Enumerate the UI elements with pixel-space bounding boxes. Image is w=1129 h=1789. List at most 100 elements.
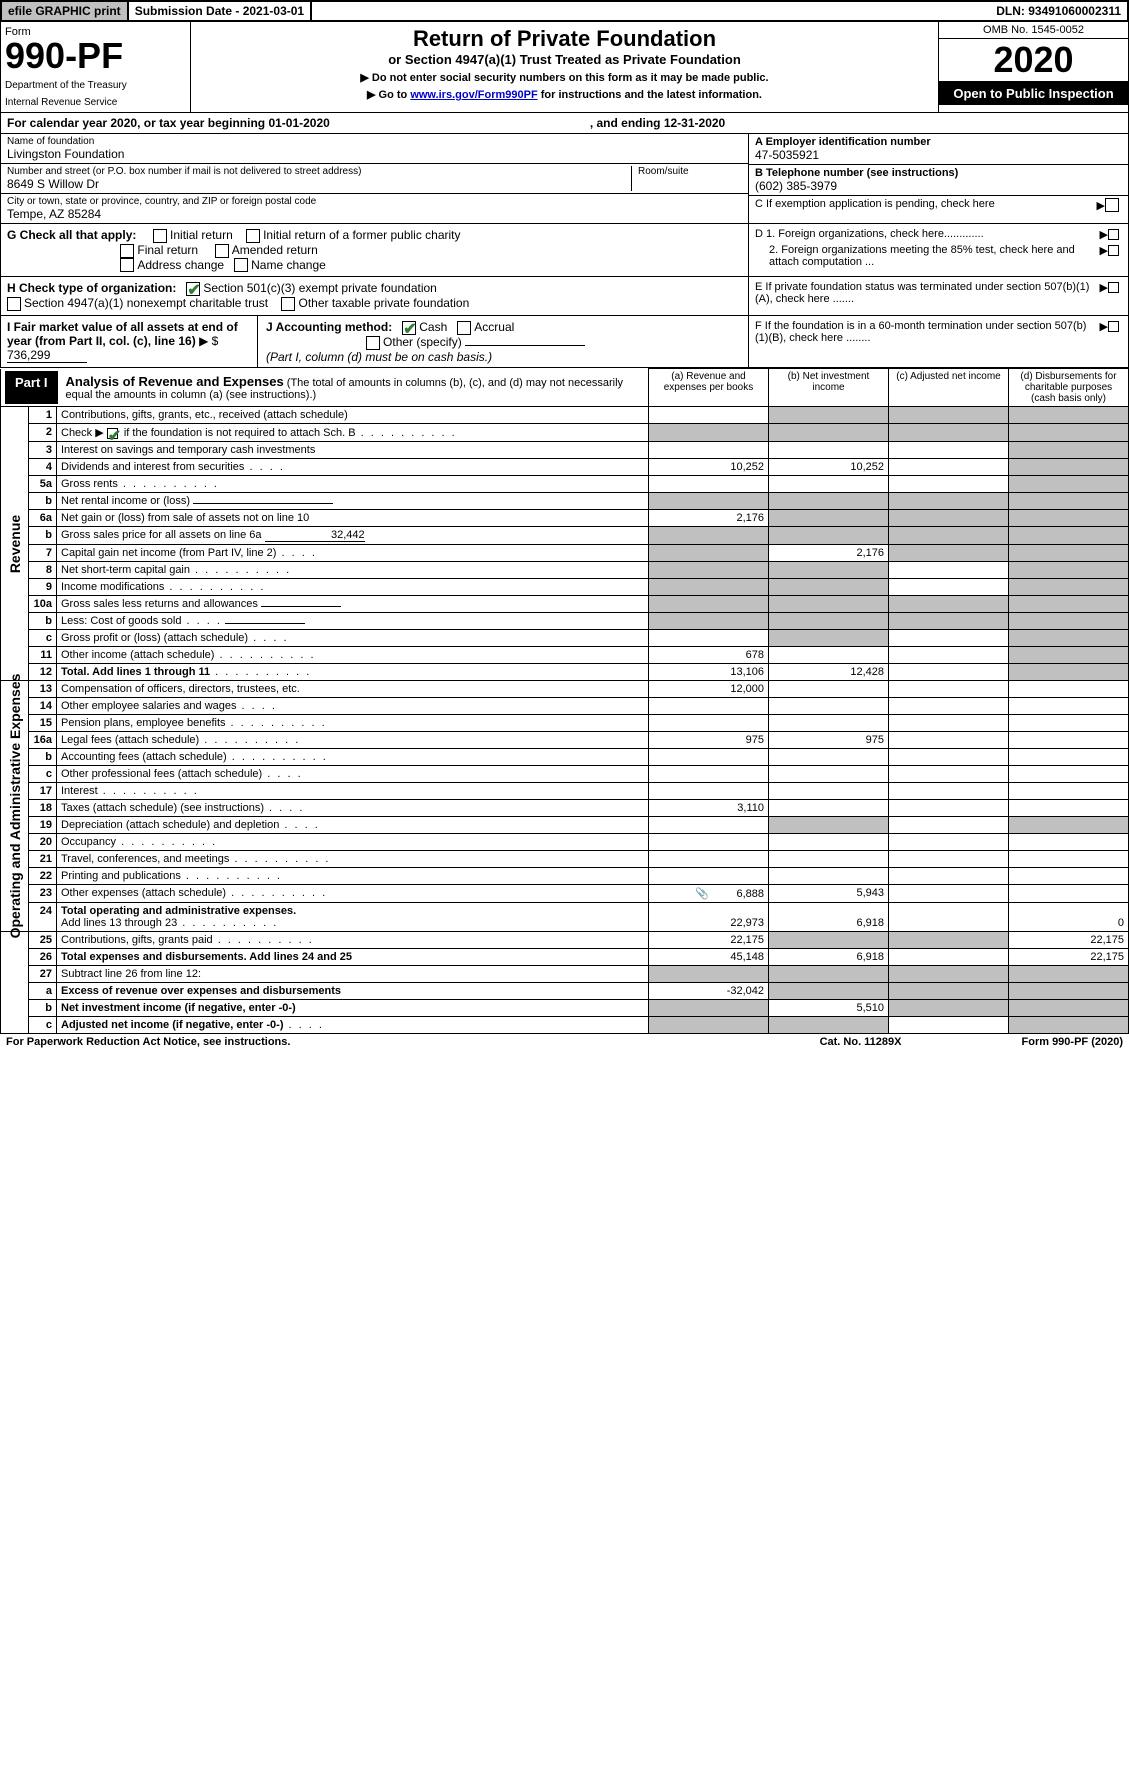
city-label: City or town, state or province, country… <box>7 196 742 207</box>
line-16a: Legal fees (attach schedule) <box>57 732 649 749</box>
e-checkbox[interactable] <box>1108 282 1119 293</box>
e-terminated: E If private foundation status was termi… <box>755 281 1094 305</box>
c-checkbox[interactable] <box>1105 198 1119 212</box>
calendar-year-row: For calendar year 2020, or tax year begi… <box>0 113 1129 134</box>
j-note: (Part I, column (d) must be on cash basi… <box>266 350 492 364</box>
entity-block: Name of foundation Livingston Foundation… <box>0 134 1129 224</box>
part-i-tag: Part I <box>5 371 58 404</box>
line-4: Dividends and interest from securities <box>57 459 649 476</box>
d1-foreign: D 1. Foreign organizations, check here..… <box>755 228 1094 240</box>
line-27c: Adjusted net income (if negative, enter … <box>57 1017 649 1034</box>
d2-checkbox[interactable] <box>1108 245 1119 256</box>
paperwork-notice: For Paperwork Reduction Act Notice, see … <box>6 1036 290 1048</box>
line-6b: Gross sales price for all assets on line… <box>57 527 649 545</box>
foundation-name: Livingston Foundation <box>7 147 742 161</box>
cb-4947[interactable] <box>7 297 21 311</box>
fmv-value: 736,299 <box>7 348 87 363</box>
g-label: G Check all that apply: <box>7 228 136 242</box>
line-9: Income modifications <box>57 579 649 596</box>
line-22: Printing and publications <box>57 868 649 885</box>
ssn-note: ▶ Do not enter social security numbers o… <box>201 71 928 84</box>
form-header: Form 990-PF Department of the Treasury I… <box>0 22 1129 113</box>
line-19: Depreciation (attach schedule) and deple… <box>57 817 649 834</box>
addr-label: Number and street (or P.O. box number if… <box>7 166 625 177</box>
cb-amended[interactable] <box>215 244 229 258</box>
line-10c: Gross profit or (loss) (attach schedule) <box>57 630 649 647</box>
cb-other-method[interactable] <box>366 336 380 350</box>
cb-cash[interactable] <box>402 321 416 335</box>
f-checkbox[interactable] <box>1108 321 1119 332</box>
form-title: Return of Private Foundation <box>201 26 928 52</box>
col-b-header: (b) Net investment income <box>769 369 889 407</box>
line-1: Contributions, gifts, grants, etc., rece… <box>57 407 649 424</box>
col-a-header: (a) Revenue and expenses per books <box>649 369 769 407</box>
line-21: Travel, conferences, and meetings <box>57 851 649 868</box>
top-bar: efile GRAPHIC print Submission Date - 20… <box>0 0 1129 22</box>
street-address: 8649 S Willow Dr <box>7 177 625 191</box>
line-20: Occupancy <box>57 834 649 851</box>
line-23: Other expenses (attach schedule) <box>57 885 649 903</box>
line-5a: Gross rents <box>57 476 649 493</box>
efile-label: efile GRAPHIC print <box>2 2 129 20</box>
line-7: Capital gain net income (from Part IV, l… <box>57 545 649 562</box>
line-15: Pension plans, employee benefits <box>57 715 649 732</box>
line-27b: Net investment income (if negative, ente… <box>57 1000 649 1017</box>
cb-name-change[interactable] <box>234 258 248 272</box>
j-label: J Accounting method: <box>266 320 392 334</box>
room-label: Room/suite <box>638 166 742 177</box>
cb-initial-former[interactable] <box>246 229 260 243</box>
c-exemption: C If exemption application is pending, c… <box>755 198 1091 210</box>
city-state-zip: Tempe, AZ 85284 <box>7 207 742 221</box>
line-23-a: 📎 6,888 <box>649 885 769 903</box>
omb-number: OMB No. 1545-0052 <box>939 22 1128 39</box>
cb-initial[interactable] <box>153 229 167 243</box>
form-number: 990-PF <box>5 38 186 74</box>
irs-label: Internal Revenue Service <box>5 97 186 108</box>
col-c-header: (c) Adjusted net income <box>889 369 1009 407</box>
ein-label: A Employer identification number <box>755 136 1122 148</box>
ein-value: 47-5035921 <box>755 148 1122 162</box>
h-label: H Check type of organization: <box>7 281 176 295</box>
goto-note: ▶ Go to www.irs.gov/Form990PF for instru… <box>201 88 928 101</box>
g-row: G Check all that apply: Initial return I… <box>0 224 1129 277</box>
line-24: Total operating and administrative expen… <box>57 903 649 932</box>
f-60month: F If the foundation is in a 60-month ter… <box>755 320 1094 344</box>
form-ref: Form 990-PF (2020) <box>1022 1036 1124 1048</box>
line-27: Subtract line 26 from line 12: <box>57 966 649 983</box>
d1-checkbox[interactable] <box>1108 229 1119 240</box>
cb-other-taxable[interactable] <box>281 297 295 311</box>
line-14: Other employee salaries and wages <box>57 698 649 715</box>
cb-schb[interactable] <box>107 428 118 439</box>
cb-501c3[interactable] <box>186 282 200 296</box>
dln: DLN: 93491060002311 <box>990 2 1127 20</box>
tax-year: 2020 <box>939 39 1128 82</box>
footer: For Paperwork Reduction Act Notice, see … <box>0 1034 1129 1050</box>
dept-label: Department of the Treasury <box>5 80 186 91</box>
revenue-label: Revenue <box>1 407 29 681</box>
cb-accrual[interactable] <box>457 321 471 335</box>
line-27a: Excess of revenue over expenses and disb… <box>57 983 649 1000</box>
line-8: Net short-term capital gain <box>57 562 649 579</box>
col-d-header: (d) Disbursements for charitable purpose… <box>1009 369 1129 407</box>
part-i-table: Part I Analysis of Revenue and Expenses … <box>0 368 1129 1034</box>
name-label: Name of foundation <box>7 136 742 147</box>
line-10a: Gross sales less returns and allowances <box>57 596 649 613</box>
line-11: Other income (attach schedule) <box>57 647 649 664</box>
cb-addr-change[interactable] <box>120 258 134 272</box>
line-26: Total expenses and disbursements. Add li… <box>57 949 649 966</box>
cat-no: Cat. No. 11289X <box>820 1036 902 1048</box>
cb-final[interactable] <box>120 244 134 258</box>
line-16b: Accounting fees (attach schedule) <box>57 749 649 766</box>
submission-date: Submission Date - 2021-03-01 <box>129 2 312 20</box>
phone-value: (602) 385-3979 <box>755 179 1122 193</box>
form-subtitle: or Section 4947(a)(1) Trust Treated as P… <box>201 52 928 67</box>
line-5b: Net rental income or (loss) <box>57 493 649 510</box>
line-13: Compensation of officers, directors, tru… <box>57 681 649 698</box>
irs-link[interactable]: www.irs.gov/Form990PF <box>410 89 537 101</box>
line-2: Check ▶ if the foundation is not require… <box>57 424 649 442</box>
attachment-icon[interactable]: 📎 <box>695 888 709 900</box>
line-16c: Other professional fees (attach schedule… <box>57 766 649 783</box>
line-25: Contributions, gifts, grants paid <box>57 932 649 949</box>
line-10b: Less: Cost of goods sold <box>57 613 649 630</box>
h-row: H Check type of organization: Section 50… <box>0 277 1129 316</box>
